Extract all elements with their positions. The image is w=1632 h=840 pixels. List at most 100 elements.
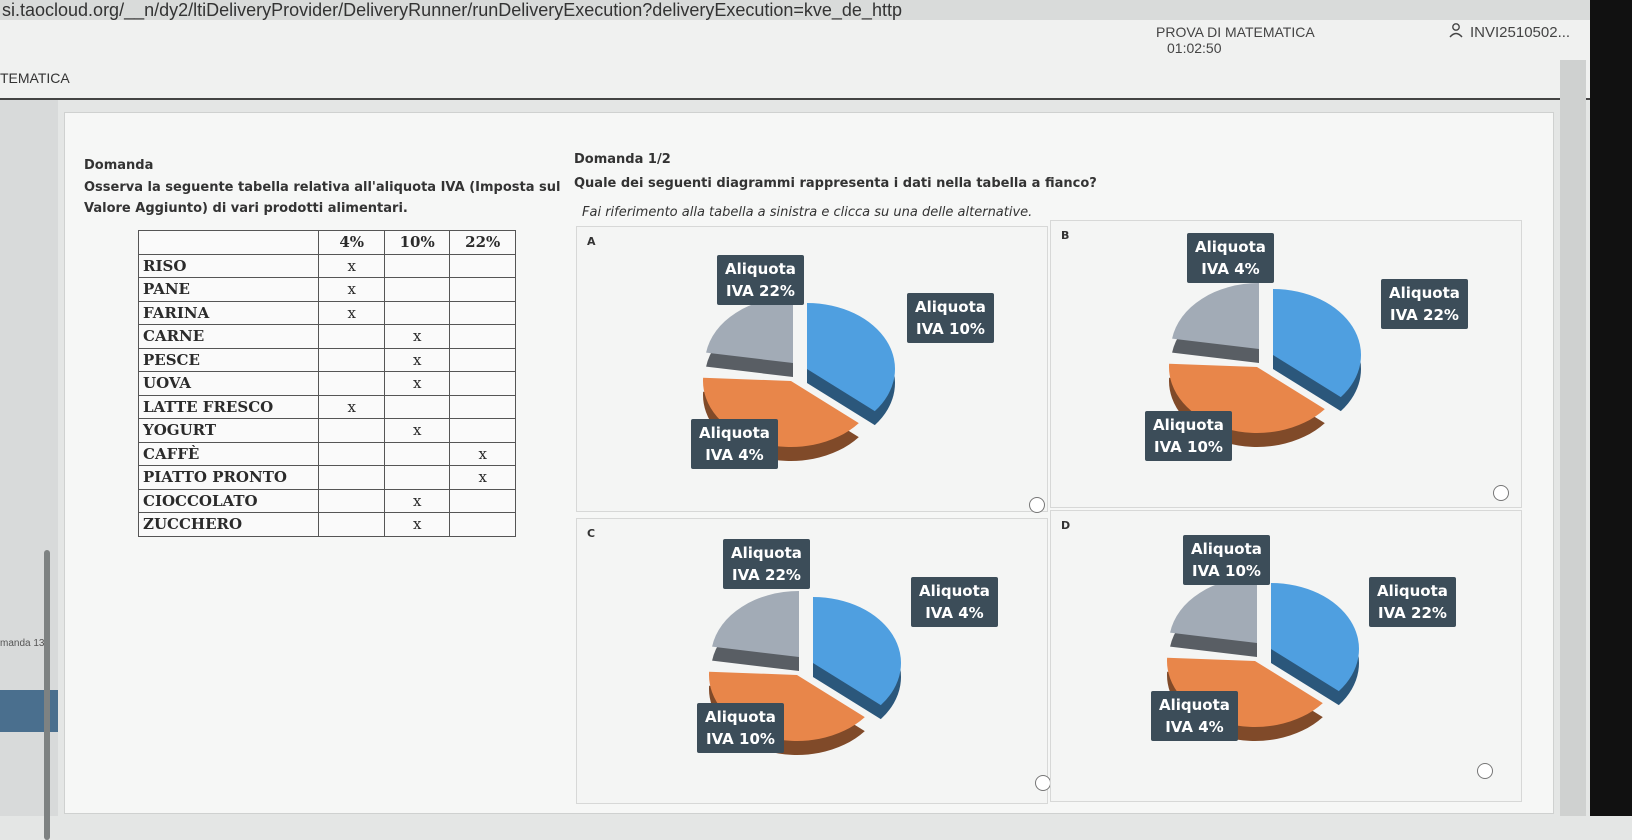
label-value: IVA 22% xyxy=(1390,306,1459,324)
rail-scrollbar[interactable] xyxy=(44,550,50,840)
choice-letter: A xyxy=(587,235,596,248)
label-c-3: Aliquota IVA 10% xyxy=(697,703,784,753)
table-row: CAFFÈ x xyxy=(137,441,516,466)
rate-cell xyxy=(449,394,516,419)
rate-cell: x xyxy=(318,300,385,325)
rate-cell xyxy=(383,394,451,419)
table-row: LATTE FRESCO x xyxy=(137,394,516,419)
product-name: UOVA xyxy=(137,371,320,396)
rate-cell: x xyxy=(318,394,385,419)
rate-cell xyxy=(318,465,385,490)
slice-grey xyxy=(706,297,793,363)
rate-cell: x xyxy=(318,253,385,278)
label-text: Aliquota xyxy=(705,708,776,726)
label-a-1: Aliquota IVA 22% xyxy=(717,255,804,305)
table-row: ZUCCHERO x xyxy=(137,512,516,537)
radio-choice-c[interactable] xyxy=(1035,775,1051,791)
product-name: LATTE FRESCO xyxy=(137,394,320,419)
label-text: Aliquota xyxy=(1191,540,1262,558)
choice-b[interactable]: B Aliquota IVA 4% Aliquota IVA 22% Aliquot… xyxy=(1050,220,1522,508)
rate-cell: x xyxy=(449,441,516,466)
table-header-cell xyxy=(137,230,320,255)
label-text: Aliquota xyxy=(699,424,770,442)
choice-c[interactable]: C Aliquota IVA 22% Aliquota IVA 4% Aliquot… xyxy=(576,518,1051,804)
label-text: Aliquota xyxy=(1153,416,1224,434)
left-rail xyxy=(0,100,58,840)
label-value: IVA 10% xyxy=(1192,562,1261,580)
rate-cell xyxy=(383,277,451,302)
slice-grey xyxy=(1170,577,1257,643)
top-bar xyxy=(0,20,1632,100)
choice-d[interactable]: D Aliquota IVA 10% Aliquota IVA 22% Aliquo… xyxy=(1050,510,1522,802)
label-value: IVA 4% xyxy=(925,604,984,622)
rate-cell: x xyxy=(449,465,516,490)
label-d-3: Aliquota IVA 4% xyxy=(1151,691,1238,741)
rate-cell xyxy=(449,324,516,349)
rate-cell: x xyxy=(383,512,451,537)
radio-choice-a[interactable] xyxy=(1029,497,1045,513)
table-row: CIOCCOLATO x xyxy=(137,488,516,513)
slice-blue xyxy=(813,597,901,706)
rate-cell xyxy=(318,441,385,466)
label-text: Aliquota xyxy=(1389,284,1460,302)
product-name: PESCE xyxy=(137,347,320,372)
table-row: PESCE x xyxy=(137,347,516,372)
rate-cell xyxy=(449,488,516,513)
label-value: IVA 4% xyxy=(1201,260,1260,278)
slice-grey xyxy=(1172,283,1259,349)
table-row: FARINA x xyxy=(137,300,516,325)
timer: 01:02:50 xyxy=(1167,40,1222,56)
radio-choice-b[interactable] xyxy=(1493,485,1509,501)
label-value: IVA 22% xyxy=(1378,604,1447,622)
product-name: CAFFÈ xyxy=(137,441,320,466)
slice-blue xyxy=(1273,289,1361,398)
iva-table: 4% 10% 22% RISO x PANE x FARINA x CARNE x PESCE x… xyxy=(137,230,516,537)
choice-letter: D xyxy=(1061,519,1071,532)
rate-cell xyxy=(449,253,516,278)
rate-cell xyxy=(383,441,451,466)
label-b-3: Aliquota IVA 10% xyxy=(1145,411,1232,461)
table-header-row: 4% 10% 22% xyxy=(137,230,516,255)
label-text: Aliquota xyxy=(919,582,990,600)
table-row: PIATTO PRONTO x xyxy=(137,465,516,490)
rate-cell: x xyxy=(383,347,451,372)
rate-cell: x xyxy=(318,277,385,302)
label-d-1: Aliquota IVA 10% xyxy=(1183,535,1270,585)
product-name: YOGURT xyxy=(137,418,320,443)
table-row: PANE x xyxy=(137,277,516,302)
table-header-cell: 4% xyxy=(318,230,385,255)
question-prompt: Quale dei seguenti diagrammi rappresenta… xyxy=(574,176,1097,191)
product-name: FARINA xyxy=(137,300,320,325)
slice-blue xyxy=(1271,583,1359,692)
label-value: IVA 22% xyxy=(726,282,795,300)
rate-cell xyxy=(318,418,385,443)
rate-cell: x xyxy=(383,418,451,443)
rate-cell xyxy=(449,371,516,396)
instruction: Fai riferimento alla tabella a sinistra … xyxy=(582,205,1033,220)
label-value: IVA 10% xyxy=(1154,438,1223,456)
rate-cell xyxy=(449,418,516,443)
test-title: PROVA DI MATEMATICA xyxy=(1156,24,1315,40)
product-name: PANE xyxy=(137,277,320,302)
rate-cell: x xyxy=(383,324,451,349)
rate-cell xyxy=(449,512,516,537)
question-counter: Domanda 1/2 xyxy=(574,152,671,167)
table-row: YOGURT x xyxy=(137,418,516,443)
radio-choice-d[interactable] xyxy=(1477,763,1493,779)
rate-cell xyxy=(383,253,451,278)
rate-cell xyxy=(383,465,451,490)
stem-line-2: Valore Aggiunto) di vari prodotti alimen… xyxy=(84,201,408,216)
label-text: Aliquota xyxy=(731,544,802,562)
choice-letter: B xyxy=(1061,229,1070,242)
label-c-2: Aliquota IVA 4% xyxy=(911,577,998,627)
url-text: si.taocloud.org/__n/dy2/ltiDeliveryProvi… xyxy=(2,0,902,20)
rail-question-label[interactable]: manda 13 xyxy=(0,638,45,649)
choice-a[interactable]: A Aliquota IVA 22% Aliquota IVA 10% Aliquo… xyxy=(576,226,1048,513)
right-scrollbar[interactable] xyxy=(1560,60,1586,816)
product-name: CIOCCOLATO xyxy=(137,488,320,513)
label-text: Aliquota xyxy=(1195,238,1266,256)
stem-line-1: Osserva la seguente tabella relativa all… xyxy=(84,180,561,195)
url-bar[interactable]: si.taocloud.org/__n/dy2/ltiDeliveryProvi… xyxy=(0,0,1632,21)
rate-cell: x xyxy=(383,371,451,396)
user-id: INVI2510502... xyxy=(1470,23,1571,41)
